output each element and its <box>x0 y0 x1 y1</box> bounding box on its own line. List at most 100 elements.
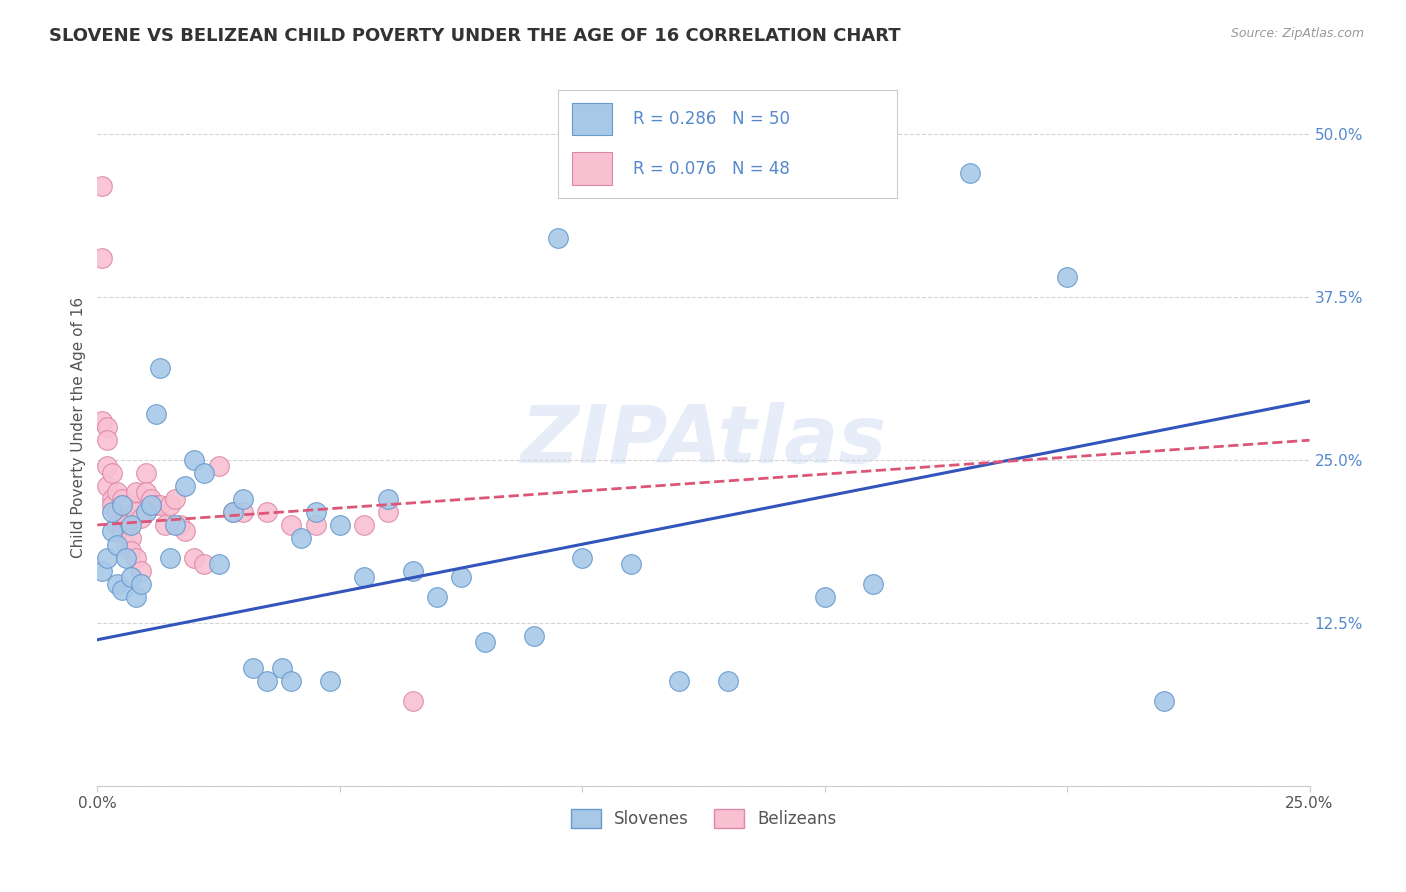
Point <box>105 576 128 591</box>
Point <box>242 661 264 675</box>
Point <box>125 590 148 604</box>
Point <box>135 466 157 480</box>
Text: SLOVENE VS BELIZEAN CHILD POVERTY UNDER THE AGE OF 16 CORRELATION CHART: SLOVENE VS BELIZEAN CHILD POVERTY UNDER … <box>49 27 901 45</box>
Point <box>105 537 128 551</box>
Point <box>96 420 118 434</box>
Point <box>91 414 114 428</box>
Point <box>155 518 177 533</box>
Point <box>120 544 142 558</box>
Point <box>129 576 152 591</box>
Point <box>222 505 245 519</box>
Point <box>125 550 148 565</box>
Point <box>232 505 254 519</box>
Point <box>120 499 142 513</box>
Point <box>149 499 172 513</box>
Point <box>101 466 124 480</box>
Point <box>129 564 152 578</box>
Point <box>101 505 124 519</box>
Point <box>377 505 399 519</box>
Point <box>105 518 128 533</box>
Point <box>115 550 138 565</box>
Point <box>193 557 215 571</box>
Point <box>270 661 292 675</box>
Point <box>193 466 215 480</box>
Point <box>110 524 132 539</box>
Point <box>256 674 278 689</box>
Point <box>115 537 138 551</box>
Point <box>101 499 124 513</box>
Point <box>222 505 245 519</box>
Point <box>163 491 186 506</box>
Point <box>1056 270 1078 285</box>
Point <box>426 590 449 604</box>
Text: ZIPAtlas: ZIPAtlas <box>520 402 887 481</box>
Point <box>139 499 162 513</box>
Point <box>173 479 195 493</box>
Point <box>96 433 118 447</box>
Point <box>105 485 128 500</box>
Point <box>474 635 496 649</box>
Point <box>159 499 181 513</box>
Point <box>183 452 205 467</box>
Point <box>304 505 326 519</box>
Point <box>101 524 124 539</box>
Point <box>232 491 254 506</box>
Point <box>207 459 229 474</box>
Point <box>523 629 546 643</box>
Point <box>319 674 342 689</box>
Point <box>110 499 132 513</box>
Text: Source: ZipAtlas.com: Source: ZipAtlas.com <box>1230 27 1364 40</box>
Point <box>862 576 884 591</box>
Point <box>110 583 132 598</box>
Point <box>280 518 302 533</box>
Point <box>163 518 186 533</box>
Point <box>280 674 302 689</box>
Point <box>959 166 981 180</box>
Point <box>1153 694 1175 708</box>
Point <box>120 570 142 584</box>
Point <box>668 674 690 689</box>
Point <box>110 491 132 506</box>
Point <box>115 518 138 533</box>
Point <box>110 499 132 513</box>
Point <box>547 231 569 245</box>
Point <box>450 570 472 584</box>
Point <box>105 505 128 519</box>
Point <box>145 499 167 513</box>
Point <box>571 550 593 565</box>
Point <box>159 550 181 565</box>
Legend: Slovenes, Belizeans: Slovenes, Belizeans <box>564 802 844 835</box>
Point <box>145 407 167 421</box>
Point <box>620 557 643 571</box>
Point <box>256 505 278 519</box>
Point <box>96 459 118 474</box>
Point <box>149 361 172 376</box>
Point <box>183 550 205 565</box>
Point <box>401 694 423 708</box>
Point <box>125 485 148 500</box>
Point <box>115 511 138 525</box>
Point <box>173 524 195 539</box>
Point <box>717 674 740 689</box>
Point <box>135 485 157 500</box>
Point <box>814 590 837 604</box>
Point <box>120 518 142 533</box>
Point <box>304 518 326 533</box>
Point <box>207 557 229 571</box>
Point <box>139 491 162 506</box>
Point <box>290 531 312 545</box>
Point <box>91 178 114 193</box>
Point <box>377 491 399 506</box>
Point <box>120 531 142 545</box>
Point <box>129 511 152 525</box>
Point <box>401 564 423 578</box>
Point <box>96 550 118 565</box>
Point <box>329 518 352 533</box>
Point <box>125 505 148 519</box>
Point <box>135 505 157 519</box>
Point <box>101 491 124 506</box>
Point <box>91 251 114 265</box>
Point <box>353 570 375 584</box>
Y-axis label: Child Poverty Under the Age of 16: Child Poverty Under the Age of 16 <box>72 297 86 558</box>
Point <box>91 564 114 578</box>
